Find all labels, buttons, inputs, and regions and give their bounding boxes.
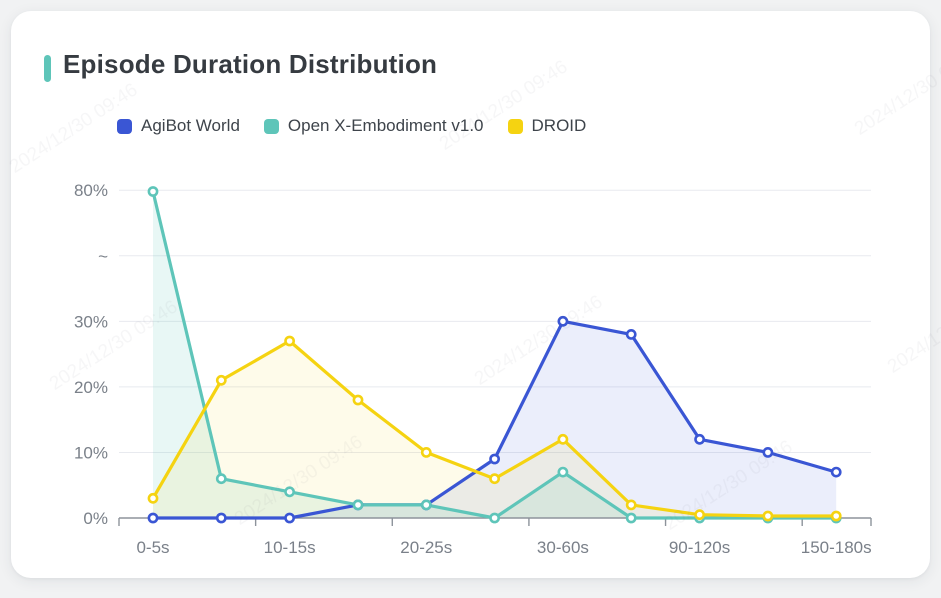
- series-area-agibot-world: [153, 321, 837, 518]
- legend: AgiBot World Open X-Embodiment v1.0 DROI…: [117, 111, 586, 141]
- y-axis-labels: 0% 10% 20% 30% ~80%: [74, 181, 108, 528]
- data-point[interactable]: [489, 473, 500, 485]
- data-point[interactable]: [147, 186, 159, 197]
- y-tick-label: 80%: [74, 181, 108, 200]
- data-point[interactable]: [830, 466, 842, 478]
- y-tick-label: 30%: [74, 312, 108, 331]
- legend-label-agibot-world: AgiBot World: [141, 116, 240, 135]
- data-point[interactable]: [215, 374, 227, 386]
- legend-item-agibot-world[interactable]: AgiBot World: [117, 116, 240, 136]
- series-area-open-x-embodiment-v1-0: [153, 191, 837, 518]
- legend-item-open-x-embodiment[interactable]: Open X-Embodiment v1.0: [263, 116, 484, 136]
- data-point[interactable]: [215, 473, 227, 485]
- data-point[interactable]: [147, 492, 159, 504]
- data-point[interactable]: [489, 512, 500, 524]
- data-point[interactable]: [352, 394, 364, 406]
- data-point[interactable]: [284, 486, 295, 498]
- legend-label-open-x-embodiment: Open X-Embodiment v1.0: [287, 116, 484, 135]
- legend-label-droid: DROID: [531, 116, 587, 135]
- series-points-droid[interactable]: [147, 335, 842, 522]
- data-point[interactable]: [420, 499, 432, 511]
- data-point[interactable]: [557, 433, 569, 445]
- chart-title: Episode Duration Distribution: [63, 49, 438, 79]
- data-point[interactable]: [625, 499, 637, 511]
- y-tick-label: 20%: [74, 378, 108, 397]
- data-point[interactable]: [694, 509, 705, 521]
- data-point[interactable]: [215, 512, 227, 524]
- gridlines: [119, 189, 871, 453]
- x-tick-label: 90-120s: [669, 538, 730, 557]
- x-tick-label: 20-25s: [400, 538, 452, 557]
- data-point[interactable]: [694, 433, 705, 445]
- data-point[interactable]: [762, 510, 774, 522]
- series-points-agibot-world[interactable]: [147, 315, 842, 524]
- y-tick-label: ~: [98, 247, 108, 266]
- data-point[interactable]: [625, 328, 637, 340]
- legend-swatch-open-x-embodiment: [263, 118, 279, 134]
- x-tick-label: 30-60s: [537, 538, 589, 557]
- title-accent-bar: [44, 55, 51, 82]
- y-tick-label: 0%: [83, 509, 108, 528]
- data-point[interactable]: [352, 499, 364, 511]
- data-point[interactable]: [147, 512, 159, 524]
- x-tick-label: 10-15s: [264, 538, 316, 557]
- chart-card: [11, 11, 930, 578]
- data-point[interactable]: [830, 510, 842, 522]
- series-areas: [153, 191, 837, 518]
- x-axis-labels: 0-5s 10-15s 20-25s 30-60s 90-120s 150-180s: [136, 538, 871, 557]
- legend-swatch-agibot-world: [117, 118, 132, 134]
- x-tick-label: 0-5s: [136, 538, 169, 557]
- legend-swatch-droid: [507, 118, 523, 134]
- data-point[interactable]: [284, 512, 295, 524]
- data-point[interactable]: [557, 315, 569, 327]
- data-point[interactable]: [489, 453, 500, 465]
- data-point[interactable]: [557, 466, 569, 478]
- series-area-droid: [153, 341, 837, 518]
- data-point[interactable]: [284, 335, 295, 347]
- x-tick-label: 150-180s: [801, 538, 872, 557]
- data-point[interactable]: [625, 512, 637, 524]
- data-point[interactable]: [762, 446, 774, 458]
- legend-item-droid[interactable]: DROID: [507, 116, 587, 136]
- y-tick-label: 10%: [74, 443, 108, 462]
- data-point[interactable]: [420, 446, 432, 458]
